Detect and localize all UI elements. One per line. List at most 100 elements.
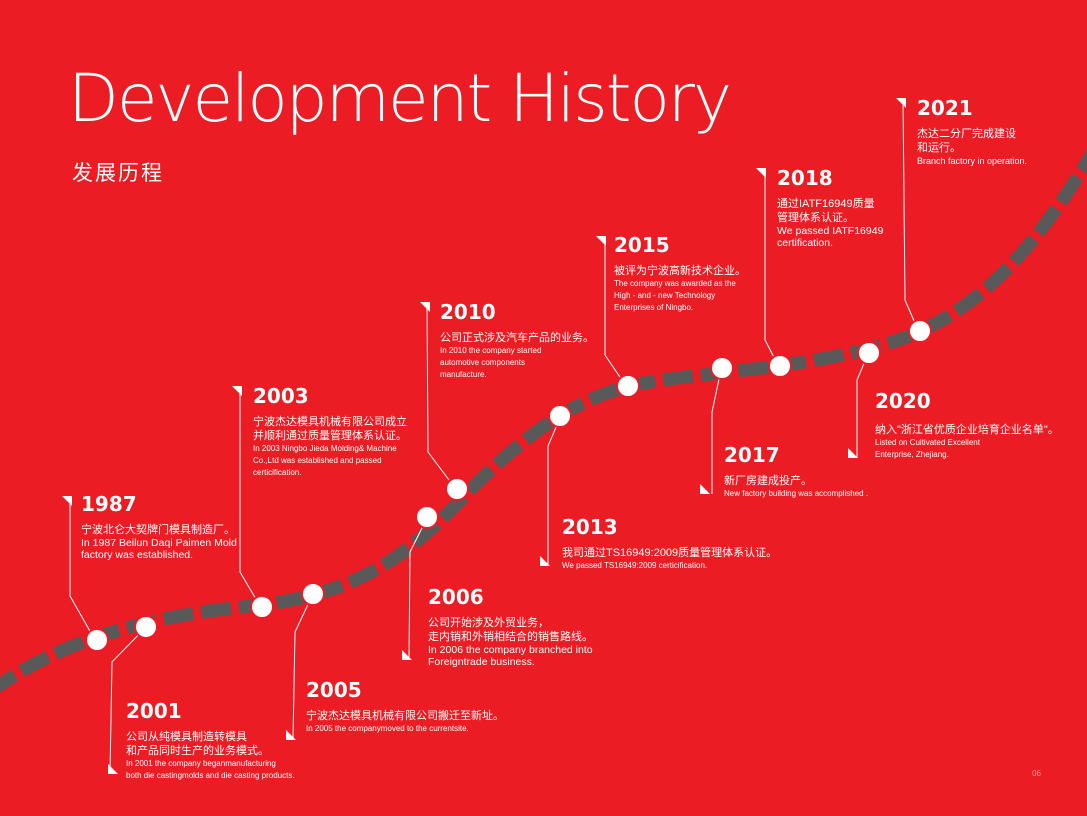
dot-2017	[710, 356, 734, 380]
page-title: Development History	[68, 60, 732, 137]
leader-2020	[856, 353, 869, 458]
event-2015: 2015 被评为宁波高新技术企业。 The company was awarde…	[614, 235, 746, 314]
flag-2010	[420, 302, 430, 312]
event-2021: 2021 杰达二分厂完成建设 和运行。 Branch factory in op…	[917, 98, 1027, 167]
leader-2006	[408, 517, 428, 661]
event-description-en: Co.,Ltd was established and passed	[253, 456, 382, 465]
event-2017: 2017 新厂房建成投产。 New factory building was a…	[724, 445, 868, 500]
leader-2017	[711, 369, 722, 494]
dot-2021	[908, 319, 932, 343]
event-description-en: High - and - new Technology	[614, 291, 716, 300]
event-year: 2017	[724, 443, 780, 467]
event-description-en: In 1987 Beilun Daqi Paimen Mold	[81, 537, 237, 549]
leader-2005	[292, 595, 313, 741]
leader-2021	[902, 97, 919, 331]
event-year: 2013	[562, 515, 618, 539]
event-2010: 2010 公司正式涉及汽车产品的业务。 In 2010 the company …	[440, 302, 594, 381]
event-description-en: automotive components	[440, 358, 525, 367]
event-description-cn: 宁波北仑大契牌门模具制造厂。	[81, 524, 235, 536]
event-description-en: certicification.	[253, 468, 302, 477]
flag-2006	[402, 650, 412, 660]
dot-2003	[250, 595, 274, 619]
event-description-en: manufacture.	[440, 370, 487, 379]
event-2020: 2020 纳入"浙江省优质企业培育企业名单"。 Listed on Cultiv…	[875, 391, 1059, 461]
event-2006: 2006 公司开始涉及外贸业务， 走内销和外销相结合的销售路线。 In 2006…	[428, 587, 593, 668]
event-description-en: Branch factory in operation.	[917, 156, 1028, 166]
event-description-cn: 纳入"浙江省优质企业培育企业名单"。	[875, 424, 1059, 436]
event-description-en: Listed on Cultivated Excellent	[875, 438, 980, 447]
event-description-cn: 公司从纯模具制造转模具 和产品同时生产的业务模式。	[126, 731, 269, 757]
leader-2001	[109, 627, 146, 775]
event-year: 2018	[777, 166, 833, 190]
event-1987: 1987 宁波北仑大契牌门模具制造厂。 In 1987 Beilun Daqi …	[81, 494, 237, 561]
event-description-cn: 公司正式涉及汽车产品的业务。	[440, 332, 594, 344]
event-2003: 2003 宁波杰达模具机械有限公司成立 并顺利通过质量管理体系认证。 In 20…	[253, 386, 407, 479]
flag-2020	[848, 448, 858, 458]
flag-2018	[756, 168, 766, 178]
event-description-en: certification.	[777, 237, 834, 249]
page-number: 06	[1032, 769, 1041, 778]
flag-2005	[286, 730, 296, 740]
dot-2005	[301, 582, 325, 606]
event-2018: 2018 通过IATF16949质量 管理体系认证。 We passed IAT…	[777, 168, 883, 249]
dot-2020	[857, 341, 881, 365]
flag-2021	[896, 98, 906, 108]
event-description-en: In 2001 the company beganmanufacturing	[126, 759, 276, 768]
leader-2015	[604, 236, 627, 387]
event-description-en: Foreigntrade business.	[428, 656, 535, 668]
leader-2010	[426, 301, 456, 489]
flag-2001	[108, 764, 118, 774]
event-year: 2020	[875, 389, 931, 413]
event-description-cn: 宁波杰达模具机械有限公司成立 并顺利通过质量管理体系认证。	[253, 416, 407, 442]
dot-2001	[134, 615, 158, 639]
event-description-en: Enterprise, Zhejiang.	[875, 450, 949, 459]
flag-1987	[62, 496, 72, 506]
dot-2010	[445, 477, 469, 501]
event-description-en: factory was established.	[81, 549, 194, 561]
milestone-dots	[85, 319, 932, 652]
event-2001: 2001 公司从纯模具制造转模具 和产品同时生产的业务模式。 In 2001 t…	[126, 701, 295, 782]
event-year: 2001	[126, 699, 182, 723]
event-description-cn: 新厂房建成投产。	[724, 475, 812, 487]
event-description-en: Enterprises of Ningbo.	[614, 303, 694, 312]
event-description-en: In 2003 Ningbo Jieda Molding& Machine	[253, 444, 397, 453]
event-description-cn: 被评为宁波高新技术企业。	[614, 265, 746, 277]
event-description-cn: 通过IATF16949质量 管理体系认证。	[777, 198, 875, 224]
event-description-en: In 2005 the companymoved to the currents…	[306, 724, 469, 733]
flag-2003	[232, 386, 242, 396]
event-year: 2005	[306, 678, 362, 702]
event-year: 2010	[440, 300, 496, 324]
flag-2013	[540, 556, 550, 566]
leader-lines	[69, 97, 919, 775]
event-description-en: In 2010 the company started	[440, 346, 542, 355]
event-year: 2006	[428, 585, 484, 609]
dot-2018	[768, 354, 792, 378]
event-description-cn: 宁波杰达模具机械有限公司搬迁至新址。	[306, 710, 504, 722]
dot-2013	[548, 404, 572, 428]
event-description-en: We passed IATF16949	[777, 225, 884, 237]
event-description-en: In 2006 the company branched into	[428, 644, 593, 656]
event-description-cn: 我司通过TS16949:2009质量管理体系认证。	[562, 547, 778, 559]
flag-2017	[700, 484, 710, 494]
event-description-en: both die castingmolds and die casting pr…	[126, 771, 295, 780]
dot-2006	[415, 505, 439, 529]
dot-2015	[616, 374, 640, 398]
event-description-cn: 公司开始涉及外贸业务， 走内销和外销相结合的销售路线。	[428, 617, 593, 643]
leader-2003	[239, 386, 261, 607]
event-description-en: New factory building was accomplished .	[724, 489, 869, 498]
dot-1987	[85, 628, 109, 652]
event-description-en: The company was awarded as the	[614, 279, 736, 288]
event-year: 2015	[614, 233, 670, 257]
event-year: 2003	[253, 384, 309, 408]
leader-2013	[547, 417, 561, 566]
event-description-en: We passed TS16949:2009 certicification.	[562, 561, 708, 570]
event-2005: 2005 宁波杰达模具机械有限公司搬迁至新址。 In 2005 the comp…	[306, 680, 504, 735]
event-description-cn: 杰达二分厂完成建设 和运行。	[917, 128, 1016, 154]
corner-flags	[62, 98, 906, 774]
event-2013: 2013 我司通过TS16949:2009质量管理体系认证。 We passed…	[562, 517, 777, 572]
flag-2015	[596, 236, 606, 246]
event-year: 2021	[917, 96, 973, 120]
leader-1987	[69, 504, 96, 641]
event-year: 1987	[81, 492, 137, 516]
